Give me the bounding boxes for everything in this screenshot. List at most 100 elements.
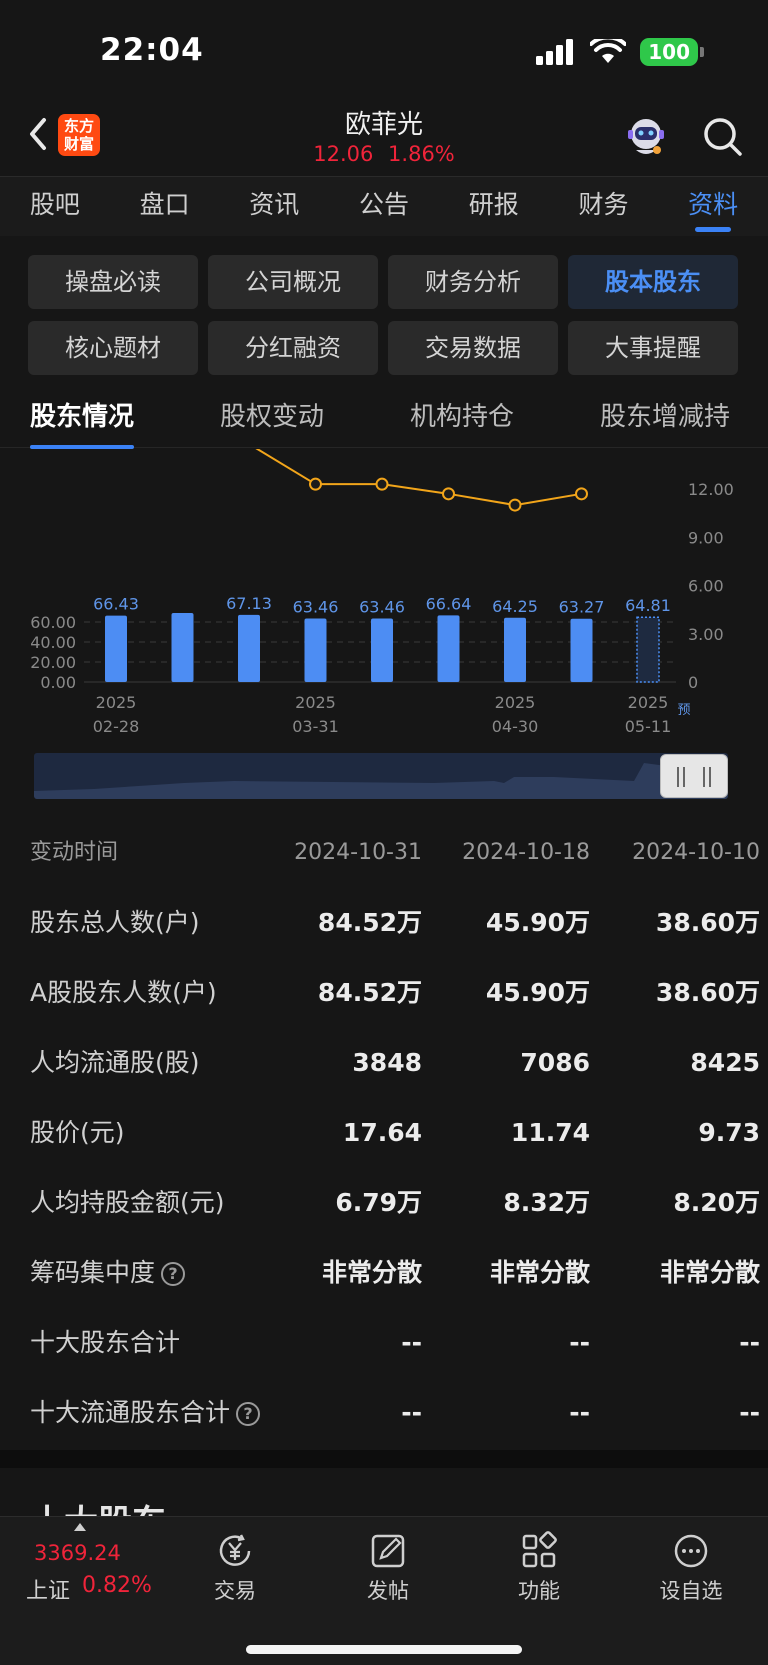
table-row: 十大股东合计 -- -- -- <box>0 1308 768 1378</box>
row-value: 9.73 <box>698 1118 760 1147</box>
row-label-with-help: 十大流通股东合计? <box>30 1378 261 1448</box>
nav-add-watchlist-label: 设自选 <box>659 1579 723 1603</box>
main-tabs: 股吧 盘口 资讯 公告 研报 财务 资料 <box>0 176 768 236</box>
row-value: 6.79万 <box>335 1188 422 1217</box>
stock-name: 欧菲光 <box>344 110 423 140</box>
btn-trading-data[interactable]: 交易数据 <box>388 321 558 375</box>
row-value: 38.60万 <box>655 978 760 1007</box>
grid-icon <box>522 1531 557 1568</box>
status-bar: 22:04 100 <box>0 0 768 100</box>
eastmoney-logo[interactable]: 东方 财富 <box>58 114 100 156</box>
range-handle[interactable] <box>660 754 728 798</box>
stock-quote: 12.06 1.86% <box>0 142 768 166</box>
subtab-shareholder-status[interactable]: 股东情况 <box>30 396 135 449</box>
y-tick-right: 3.00 <box>688 625 724 644</box>
header-date-2: 2024-10-18 <box>462 840 590 865</box>
status-time: 22:04 <box>100 32 204 68</box>
table-row: 股东总人数(户) 84.52万 45.90万 38.60万 <box>0 888 768 958</box>
bar <box>171 613 194 682</box>
chart-range-slider[interactable] <box>34 753 728 799</box>
line-point <box>442 487 455 501</box>
btn-core-themes[interactable]: 核心题材 <box>28 321 198 375</box>
back-arrow-icon[interactable] <box>24 114 54 154</box>
row-value: 17.64 <box>342 1118 422 1147</box>
row-value: -- <box>739 1398 760 1427</box>
btn-equity-shareholders[interactable]: 股本股东 <box>568 255 738 309</box>
nav-add-watchlist[interactable]: 设自选 <box>636 1531 746 1605</box>
y-tick-right: 9.00 <box>688 528 724 547</box>
logo-text-line1: 东方 <box>63 117 94 135</box>
forecast-bar <box>636 616 660 683</box>
bar <box>504 617 526 682</box>
y-tick-left: 0.00 <box>40 673 76 692</box>
btn-company-overview[interactable]: 公司概况 <box>208 255 378 309</box>
tab-pankou[interactable]: 盘口 <box>139 190 190 219</box>
btn-dividend-financing[interactable]: 分红融资 <box>208 321 378 375</box>
nav-post[interactable]: 发帖 <box>333 1531 443 1605</box>
row-value: 非常分散 <box>489 1258 590 1287</box>
line-point <box>375 477 389 491</box>
header-date-1: 2024-10-31 <box>294 840 422 865</box>
tab-announcements[interactable]: 公告 <box>359 190 410 219</box>
y-tick-right: 12.00 <box>688 480 734 499</box>
table-row: 筹码集中度? 非常分散 非常分散 非常分散 <box>0 1238 768 1308</box>
x-tick-day: 03-31 <box>292 717 339 736</box>
edit-icon <box>371 1534 405 1568</box>
nav-functions[interactable]: 功能 <box>484 1531 594 1605</box>
index-ticker[interactable]: 3369.24 上证 0.82% <box>0 1517 160 1617</box>
bar-value-label: 64.81 <box>625 596 671 615</box>
subtab-holder-changes[interactable]: 股东增减持 <box>600 402 731 432</box>
bar-value-label: 64.25 <box>492 597 538 616</box>
line-point <box>309 477 322 491</box>
table-row: 股价(元) 17.64 11.74 9.73 <box>0 1098 768 1168</box>
app-header: 东方 财富 欧菲光 12.06 1.86% <box>0 100 768 176</box>
subtab-institution-holdings[interactable]: 机构持仓 <box>410 402 515 432</box>
nav-trade-label: 交易 <box>214 1579 256 1603</box>
row-value: 8425 <box>690 1048 760 1077</box>
table-header-row: 变动时间 2024-10-31 2024-10-18 2024-10-10 <box>0 818 768 888</box>
bar-value-label: 67.13 <box>226 594 272 613</box>
row-value: 8.32万 <box>503 1188 590 1217</box>
search-icon[interactable] <box>700 114 744 158</box>
more-icon <box>674 1534 708 1568</box>
bar <box>105 615 127 682</box>
battery-indicator: 100 <box>640 38 698 66</box>
index-name: 上证 <box>26 1579 71 1604</box>
nav-trade[interactable]: 交易 <box>180 1531 290 1605</box>
section-divider <box>0 1450 768 1468</box>
shareholder-chart: 60.00 40.00 20.00 0.00 12.00 9.00 6.00 3.00 0 66.… <box>0 449 768 741</box>
tab-research[interactable]: 研报 <box>468 190 519 219</box>
tab-guba[interactable]: 股吧 <box>29 190 80 219</box>
btn-trading-must-read[interactable]: 操盘必读 <box>28 255 198 309</box>
row-value: -- <box>739 1328 760 1357</box>
x-tick-year: 2025 <box>295 693 336 712</box>
signal-icon <box>536 39 574 65</box>
battery-cap <box>700 47 704 57</box>
bar-value-label: 66.43 <box>93 595 139 614</box>
subtab-equity-change[interactable]: 股权变动 <box>220 402 325 432</box>
row-label: 十大流通股东合计 <box>30 1398 231 1427</box>
btn-financial-analysis[interactable]: 财务分析 <box>388 255 558 309</box>
tab-news[interactable]: 资讯 <box>249 190 300 219</box>
bar <box>371 618 393 682</box>
header-change-time: 变动时间 <box>30 840 119 865</box>
bar-value-label: 63.46 <box>293 598 339 617</box>
row-label: 十大股东合计 <box>30 1328 181 1357</box>
line-segment <box>448 492 516 507</box>
btn-major-events[interactable]: 大事提醒 <box>568 321 738 375</box>
x-tick-day: 02-28 <box>93 717 140 736</box>
status-icons: 100 <box>536 38 704 66</box>
tab-finance[interactable]: 财务 <box>578 190 629 219</box>
tab-profile[interactable]: 资料 <box>658 177 768 236</box>
table-row: A股股东人数(户) 84.52万 45.90万 38.60万 <box>0 958 768 1028</box>
help-icon[interactable]: ? <box>236 1402 261 1426</box>
bar-value-label: 63.27 <box>559 598 605 617</box>
row-value: 38.60万 <box>655 908 760 937</box>
robot-assistant-icon[interactable] <box>624 114 668 158</box>
shareholder-table: 变动时间 2024-10-31 2024-10-18 2024-10-10 股东… <box>0 818 768 1448</box>
row-value: 3848 <box>352 1048 422 1077</box>
row-value: -- <box>569 1398 590 1427</box>
stock-price: 12.06 <box>313 142 374 166</box>
row-label: 筹码集中度 <box>30 1258 156 1287</box>
help-icon[interactable]: ? <box>161 1262 186 1286</box>
